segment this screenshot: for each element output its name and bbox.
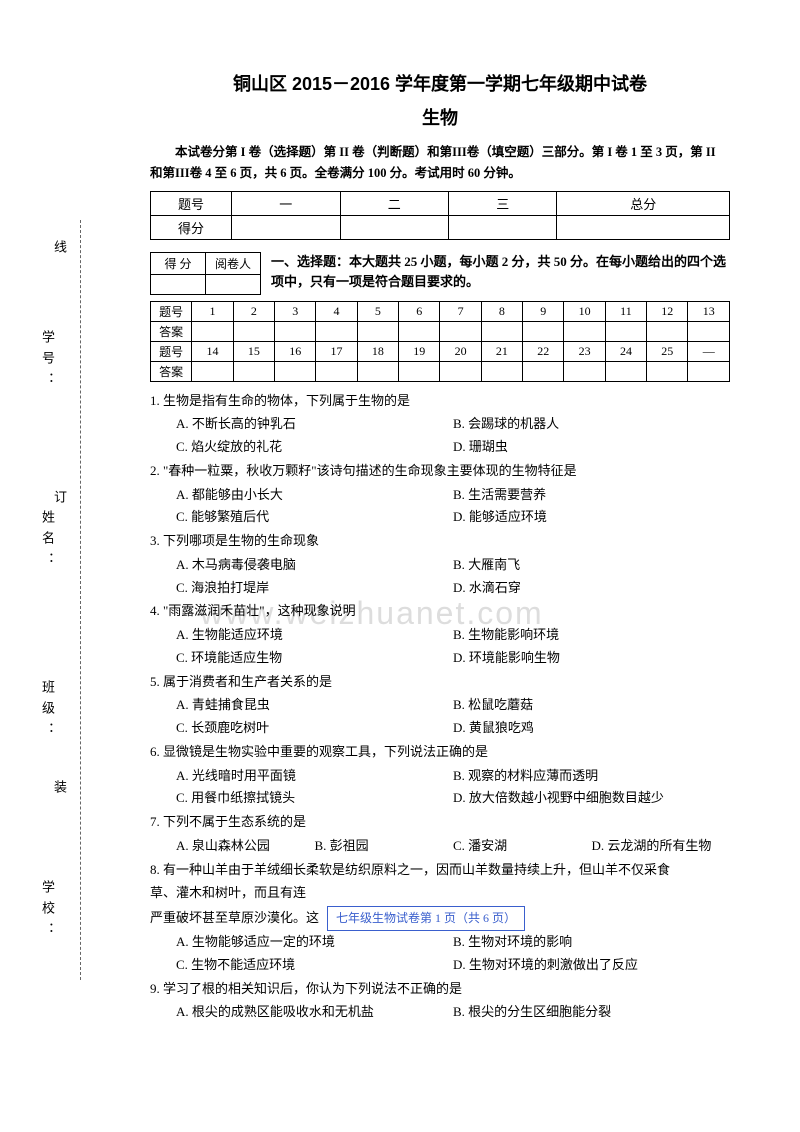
- q6-a: A. 光线暗时用平面镜: [176, 765, 453, 788]
- q2-a: A. 都能够由小长大: [176, 484, 453, 507]
- q4-d: D. 环境能影响生物: [453, 647, 730, 670]
- grader-table: 得 分 阅卷人: [150, 252, 261, 295]
- q8-stem3: 严重破坏甚至草原沙漠化。这: [150, 907, 319, 930]
- q7-a: A. 泉山森林公园: [176, 835, 315, 858]
- q3-b: B. 大雁南飞: [453, 554, 730, 577]
- q6-d: D. 放大倍数越小视野中细胞数目越少: [453, 787, 730, 810]
- q8-d: D. 生物对环境的刺激做出了反应: [453, 954, 730, 977]
- q3-d: D. 水滴石穿: [453, 577, 730, 600]
- q2-b: B. 生活需要营养: [453, 484, 730, 507]
- q6-b: B. 观察的材料应薄而透明: [453, 765, 730, 788]
- q5-b: B. 松鼠吃蘑菇: [453, 694, 730, 717]
- score-h-2: 二: [340, 191, 448, 215]
- score-cell: [340, 215, 448, 239]
- score-h-3: 三: [448, 191, 556, 215]
- ans-row-label: 题号: [151, 301, 192, 321]
- score-cell: [557, 215, 730, 239]
- q6-c: C. 用餐巾纸擦拭镜头: [176, 787, 453, 810]
- q4-stem: 4. "雨露滋润禾苗壮"，这种现象说明: [150, 600, 730, 623]
- q3-stem: 3. 下列哪项是生物的生命现象: [150, 530, 730, 553]
- q4-b: B. 生物能影响环境: [453, 624, 730, 647]
- q5-a: A. 青蛙捕食昆虫: [176, 694, 453, 717]
- q2-stem: 2. "春种一粒粟，秋收万颗籽"该诗句描述的生命现象主要体现的生物特征是: [150, 460, 730, 483]
- q5-d: D. 黄鼠狼吃鸡: [453, 717, 730, 740]
- q9-stem: 9. 学习了根的相关知识后，你认为下列说法不正确的是: [150, 978, 730, 1001]
- ans-row-label: 题号: [151, 341, 192, 361]
- q5-c: C. 长颈鹿吃树叶: [176, 717, 453, 740]
- exam-intro: 本试卷分第 I 卷（选择题）第 II 卷（判断题）和第III卷（填空题）三部分。…: [150, 142, 730, 185]
- score-summary-table: 题号 一 二 三 总分 得分: [150, 191, 730, 240]
- q5-stem: 5. 属于消费者和生产者关系的是: [150, 671, 730, 694]
- exam-title: 铜山区 2015－2016 学年度第一学期七年级期中试卷: [150, 70, 730, 96]
- section-1-title: 一、选择题：本大题共 25 小题，每小题 2 分，共 50 分。在每小题给出的四…: [271, 252, 730, 294]
- q7-b: B. 彭祖园: [315, 835, 454, 858]
- score-h-num: 题号: [151, 191, 232, 215]
- exam-subject: 生物: [150, 104, 730, 130]
- mini-grader-label: 阅卷人: [206, 252, 261, 274]
- mini-score-label: 得 分: [151, 252, 206, 274]
- mini-cell: [206, 274, 261, 294]
- q1-c: C. 焰火绽放的礼花: [176, 436, 453, 459]
- q1-stem: 1. 生物是指有生命的物体，下列属于生物的是: [150, 390, 730, 413]
- q2-c: C. 能够繁殖后代: [176, 506, 453, 529]
- q8-c: C. 生物不能适应环境: [176, 954, 453, 977]
- score-r-label: 得分: [151, 215, 232, 239]
- answer-grid: 题号 12345678910111213 答案 题号 1415161718192…: [150, 301, 730, 382]
- q1-b: B. 会踢球的机器人: [453, 413, 730, 436]
- q8-stem1: 8. 有一种山羊由于羊绒细长柔软是纺织原料之一，因而山羊数量持续上升，但山羊不仅…: [150, 859, 730, 882]
- score-h-1: 一: [232, 191, 340, 215]
- q1-a: A. 不断长高的钟乳石: [176, 413, 453, 436]
- q6-stem: 6. 显微镜是生物实验中重要的观察工具，下列说法正确的是: [150, 741, 730, 764]
- q4-a: A. 生物能适应环境: [176, 624, 453, 647]
- q4-c: C. 环境能适应生物: [176, 647, 453, 670]
- q8-stem2: 草、灌木和树叶，而且有连: [150, 882, 730, 905]
- q7-stem: 7. 下列不属于生态系统的是: [150, 811, 730, 834]
- q3-a: A. 木马病毒侵袭电脑: [176, 554, 453, 577]
- score-cell: [232, 215, 340, 239]
- ans-row-label: 答案: [151, 361, 192, 381]
- q9-b: B. 根尖的分生区细胞能分裂: [453, 1001, 730, 1024]
- page-footer: 七年级生物试卷第 1 页（共 6 页）: [327, 906, 525, 931]
- q3-c: C. 海浪拍打堤岸: [176, 577, 453, 600]
- score-cell: [448, 215, 556, 239]
- q7-c: C. 潘安湖: [453, 835, 592, 858]
- mini-cell: [151, 274, 206, 294]
- q9-a: A. 根尖的成熟区能吸收水和无机盐: [176, 1001, 453, 1024]
- q1-d: D. 珊瑚虫: [453, 436, 730, 459]
- score-h-total: 总分: [557, 191, 730, 215]
- q2-d: D. 能够适应环境: [453, 506, 730, 529]
- q8-b: B. 生物对环境的影响: [453, 931, 730, 954]
- ans-row-label: 答案: [151, 321, 192, 341]
- q7-d: D. 云龙湖的所有生物: [592, 835, 731, 858]
- q8-a: A. 生物能够适应一定的环境: [176, 931, 453, 954]
